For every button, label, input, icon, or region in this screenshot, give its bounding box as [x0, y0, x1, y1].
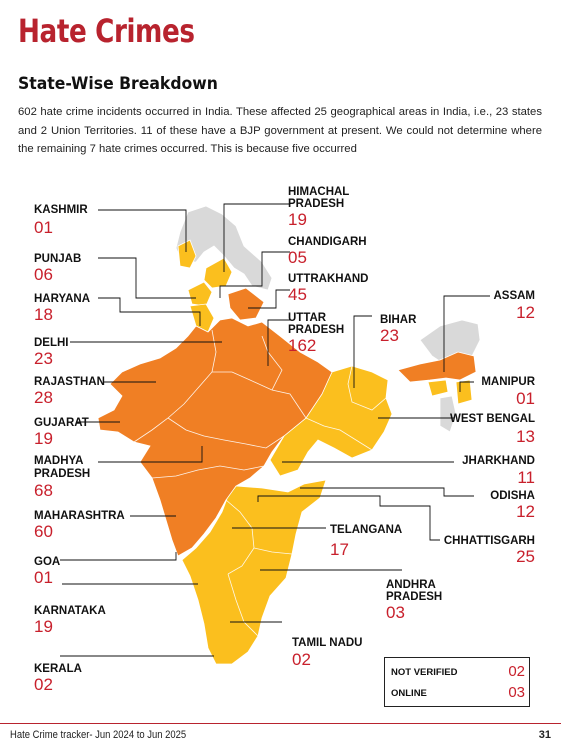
page-number: 31: [538, 729, 551, 741]
label-kerala: KERALA: [34, 663, 82, 675]
legend-box: NOT VERIFIED 02 ONLINE 03: [384, 657, 530, 707]
region-assam: [397, 351, 477, 383]
leader-madhyapradesh: [98, 446, 203, 463]
label-karnataka: KARNATAKA: [34, 605, 106, 617]
leader-assam: [443, 295, 490, 372]
region-central-west: [97, 317, 333, 557]
legend-online-label: ONLINE: [391, 688, 427, 699]
count-odisha: 12: [516, 502, 535, 521]
label-uttar-pradesh-line2: PRADESH: [288, 324, 345, 336]
count-himachal: 19: [288, 210, 307, 229]
count-assam: 12: [516, 303, 535, 322]
count-chhattisgarh: 25: [516, 547, 535, 566]
label-gujarat: GUJARAT: [34, 417, 89, 429]
label-manipur: MANIPUR: [481, 376, 535, 388]
leader-uttrakhand: [248, 289, 290, 309]
region-haryana: [189, 303, 215, 333]
label-chandigarh: CHANDIGARH: [288, 236, 367, 248]
footer-publication: Hate Crime tracker- Jun 2024 to Jun 2025: [10, 729, 187, 741]
label-odisha: ODISHA: [490, 490, 535, 502]
legend-online-value: 03: [508, 684, 525, 701]
region-kashmir: [177, 239, 197, 269]
leader-himachal: [223, 203, 290, 272]
label-haryana: HARYANA: [34, 293, 91, 305]
count-tamil-nadu: 02: [292, 650, 311, 669]
count-west-bengal: 13: [516, 427, 535, 446]
leader-uttarpradesh: [267, 319, 290, 366]
count-chandigarh: 05: [288, 248, 307, 267]
count-andhra-pradesh: 03: [386, 603, 405, 622]
count-kerala: 02: [34, 675, 53, 694]
count-haryana: 18: [34, 305, 53, 324]
label-uttrakhand: UTTRAKHAND: [288, 273, 369, 285]
label-bihar: BIHAR: [380, 314, 417, 326]
legend-not-verified-label: NOT VERIFIED: [391, 667, 458, 678]
count-gujarat: 19: [34, 429, 53, 448]
label-goa: GOA: [34, 556, 61, 568]
intro-paragraph: 602 hate crime incidents occurred in Ind…: [18, 106, 542, 155]
count-karnataka: 19: [34, 617, 53, 636]
leader-kashmir: [98, 209, 187, 252]
count-maharashtra: 60: [34, 522, 53, 541]
label-himachal-line2: PRADESH: [288, 198, 345, 210]
label-andhra-pradesh-line1: ANDHRA: [386, 579, 436, 591]
label-chhattisgarh: CHHATTISGARH: [443, 535, 535, 547]
label-tamil-nadu: TAMIL NADU: [292, 637, 363, 649]
leader-haryana: [98, 297, 201, 326]
label-telangana: TELANGANA: [330, 524, 403, 536]
footer-divider: [0, 723, 561, 724]
label-delhi: DELHI: [34, 337, 69, 349]
label-assam: ASSAM: [493, 290, 535, 302]
region-no-data-mizoram: [439, 395, 457, 433]
page-title: Hate Crimes: [18, 12, 195, 50]
count-goa: 01: [34, 568, 53, 587]
region-punjab: [187, 281, 213, 307]
label-west-bengal: WEST BENGAL: [450, 413, 535, 425]
legend-not-verified-value: 02: [508, 663, 525, 680]
leader-odisha: [300, 487, 474, 497]
label-maharashtra: MAHARASHTRA: [34, 510, 125, 522]
region-manipur: [455, 379, 473, 405]
count-uttar-pradesh: 162: [288, 336, 317, 355]
label-kashmir: KASHMIR: [34, 204, 88, 216]
label-himachal-line1: HIMACHAL: [288, 186, 350, 198]
leader-chandigarh: [219, 251, 290, 298]
count-manipur: 01: [516, 389, 535, 408]
count-jharkhand: 11: [517, 468, 535, 487]
count-bihar: 23: [380, 326, 399, 345]
label-punjab: PUNJAB: [34, 253, 82, 265]
count-madhya-pradesh: 68: [34, 481, 53, 500]
label-madhya-pradesh-line1: MADHYA: [34, 455, 84, 467]
leader-chhattisgarh: [257, 495, 440, 541]
region-south: [181, 479, 327, 665]
leader-punjab: [98, 257, 196, 299]
label-uttar-pradesh-line1: UTTAR: [288, 312, 327, 324]
count-kashmir: 01: [34, 218, 53, 237]
count-rajasthan: 28: [34, 388, 53, 407]
region-himachal: [203, 257, 233, 289]
label-andhra-pradesh-line2: PRADESH: [386, 591, 443, 603]
leader-manipur: [459, 381, 474, 392]
label-madhya-pradesh-line2: PRADESH: [34, 468, 91, 480]
region-uttrakhand: [227, 287, 265, 321]
count-delhi: 23: [34, 349, 53, 368]
count-telangana: 17: [330, 540, 349, 559]
leader-bihar: [353, 315, 372, 388]
count-uttrakhand: 45: [288, 285, 307, 304]
leader-goa: [60, 552, 177, 561]
region-meghalaya: [427, 379, 449, 397]
count-punjab: 06: [34, 265, 53, 284]
label-rajasthan: RAJASTHAN: [34, 376, 105, 388]
label-jharkhand: JHARKHAND: [462, 455, 535, 467]
section-subtitle: State-Wise Breakdown: [18, 74, 218, 94]
